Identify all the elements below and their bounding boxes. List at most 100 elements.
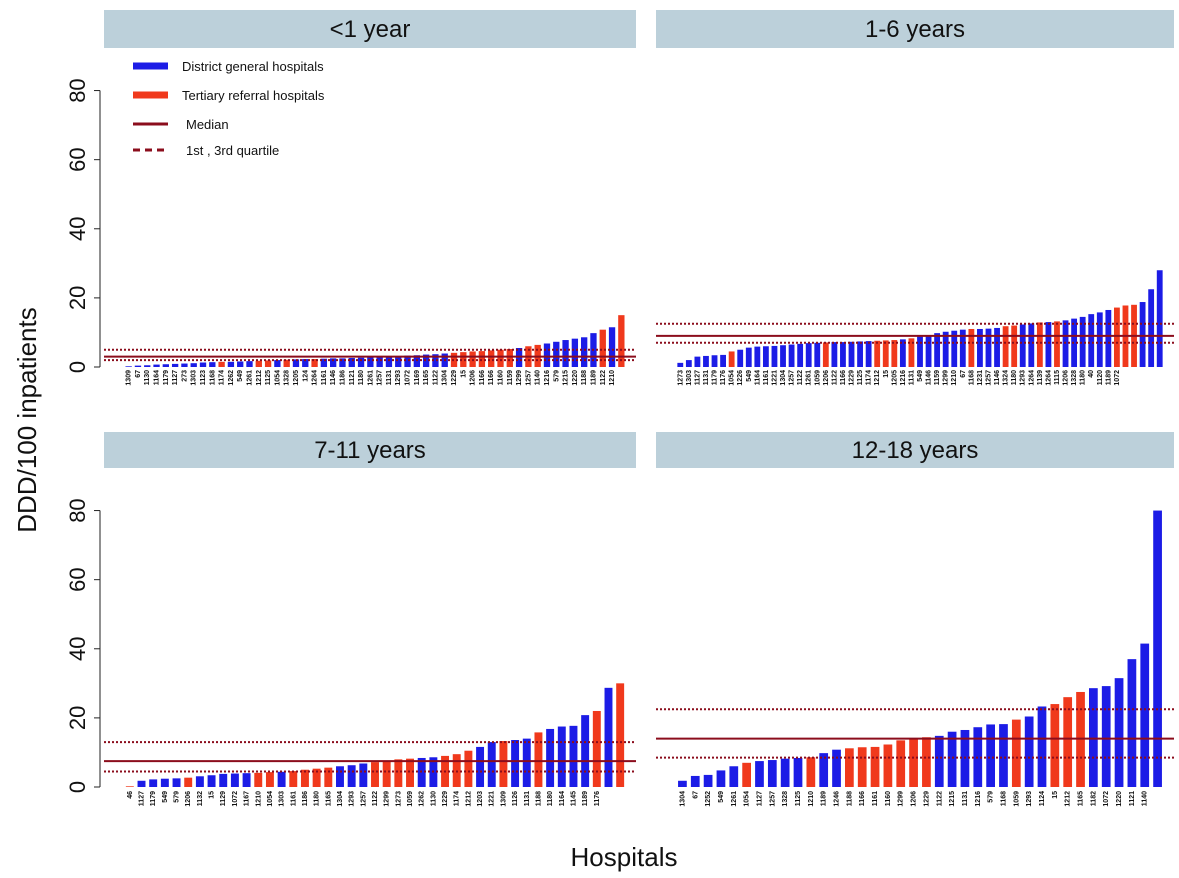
bar [703, 356, 709, 367]
x-tick-label: 1165 [423, 370, 430, 385]
x-tick-label: 1176 [720, 370, 727, 385]
x-tick-label: 1131 [962, 791, 969, 806]
x-tick-label: 1216 [544, 370, 551, 386]
x-tick-label: 1229 [451, 370, 458, 386]
bar [1153, 511, 1162, 787]
bar [712, 355, 718, 367]
bar [593, 711, 601, 787]
x-tick-label: 1257 [377, 370, 384, 386]
legend-label-district: District general hospitals [182, 59, 324, 74]
x-tick-label: 1054 [274, 370, 281, 386]
bar [845, 748, 854, 787]
bar [581, 337, 587, 367]
x-tick-label: 1054 [744, 791, 751, 807]
bar [138, 781, 146, 787]
x-tick-label: 1304 [780, 370, 787, 386]
x-tick-label: 1273 [677, 370, 684, 386]
x-tick-label: 1206 [470, 370, 477, 386]
bar [934, 333, 940, 367]
x-tick-label: 549 [917, 370, 924, 382]
x-tick-label: 1328 [1071, 370, 1078, 386]
y-axis-label: DDD/100 inpatients [12, 307, 42, 532]
x-tick-label: 1189 [821, 791, 828, 806]
x-tick-label: 1072 [1114, 370, 1121, 386]
x-tick-label: 579 [988, 791, 995, 803]
bar [720, 355, 726, 367]
bar [172, 364, 178, 367]
bar [1038, 706, 1047, 787]
x-tick-label: 1122 [831, 370, 838, 385]
x-tick-label: 1212 [256, 370, 263, 386]
x-tick-label: 1180 [358, 370, 365, 385]
bar [544, 344, 550, 367]
x-tick-label: 1246 [834, 791, 841, 807]
bar [181, 364, 187, 367]
x-tick-label: 273 [181, 370, 188, 382]
bar [768, 760, 777, 787]
x-tick-label: 1131 [908, 370, 915, 385]
x-tick-label: 1203 [477, 791, 484, 807]
bar [1148, 289, 1154, 367]
bar [406, 759, 414, 787]
bar [1105, 310, 1111, 367]
bar [677, 363, 683, 367]
bar [488, 742, 496, 787]
bar [1097, 312, 1103, 367]
bar [857, 341, 863, 367]
x-tick-label: 1161 [763, 370, 770, 385]
bar [173, 778, 181, 787]
x-tick-label: 1179 [712, 370, 719, 385]
x-tick-label: 1122 [936, 791, 943, 806]
x-tick-label: 1059 [407, 791, 414, 807]
bar [1011, 326, 1017, 367]
x-tick-label: 1166 [859, 791, 866, 806]
bar [780, 345, 786, 367]
bar [191, 363, 197, 367]
bar [717, 770, 726, 787]
bar [994, 328, 1000, 367]
bar [891, 340, 897, 367]
y-tick-label: 20 [65, 706, 90, 730]
bar [383, 761, 391, 787]
bar [184, 778, 192, 787]
bar [161, 779, 169, 787]
bar [754, 347, 760, 367]
bar [686, 360, 692, 367]
x-tick-label: 1220 [572, 370, 579, 386]
bar [814, 343, 820, 367]
x-tick-label: 1121 [349, 370, 356, 385]
bar [278, 772, 286, 787]
bar [1115, 678, 1124, 787]
bar [1102, 686, 1111, 787]
bar [367, 357, 373, 367]
x-tick-label: 1161 [290, 791, 297, 806]
x-tick-label: 1140 [535, 370, 542, 385]
x-tick-label: 1210 [808, 791, 815, 807]
x-tick-label: 1229 [849, 370, 856, 386]
x-tick-label: 1146 [330, 370, 337, 385]
bar [558, 727, 566, 787]
x-tick-label: 1126 [512, 791, 519, 806]
bar [694, 357, 700, 367]
legend-item-tertiary: Tertiary referral hospitals [133, 88, 325, 103]
x-tick-label: 1140 [1142, 791, 1149, 806]
x-tick-label: 549 [162, 791, 169, 803]
x-tick-label: 1174 [454, 791, 461, 806]
x-tick-label: 1257 [985, 370, 992, 386]
x-tick-label: 15 [460, 370, 467, 378]
x-tick-label: 1257 [525, 370, 532, 386]
x-tick-label: 1164 [154, 370, 161, 385]
bar [755, 761, 764, 787]
x-tick-label: 1132 [197, 791, 204, 806]
x-tick-label: 124 [302, 370, 309, 382]
x-tick-label: 1206 [185, 791, 192, 807]
bar [1157, 270, 1163, 367]
bar [797, 344, 803, 367]
bar [763, 346, 769, 367]
x-tick-label: 1261 [731, 791, 738, 807]
bar [874, 341, 880, 367]
bar [569, 726, 577, 787]
x-tick-label: 1127 [139, 791, 146, 806]
x-tick-label: 579 [174, 791, 181, 803]
x-tick-label: 1167 [244, 791, 251, 806]
